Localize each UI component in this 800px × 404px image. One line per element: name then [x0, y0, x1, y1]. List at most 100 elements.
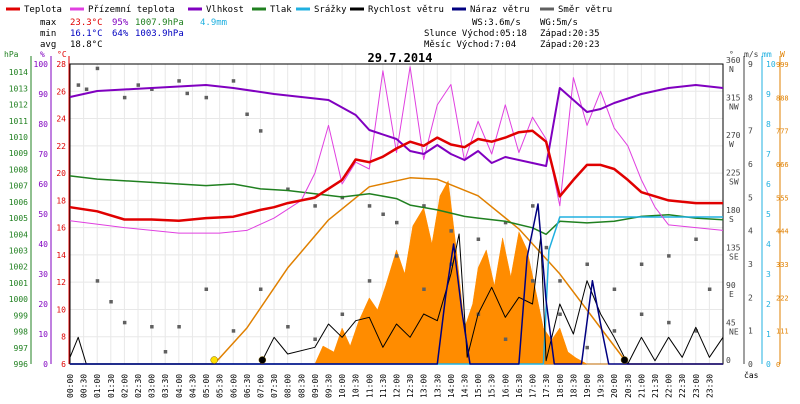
y-tick-mm: 6 — [766, 180, 771, 189]
y-tick-hpa: 1003 — [9, 246, 28, 255]
wind-dir-point — [76, 83, 81, 87]
y-tick-deg: 135 — [726, 244, 741, 253]
series-humidity — [69, 84, 724, 167]
plot-area — [69, 66, 724, 365]
y-tick-mm: 7 — [766, 150, 771, 159]
wind-dir-point — [531, 204, 535, 208]
x-tick-label: 14:00 — [447, 374, 456, 398]
x-tick-label: 07:30 — [270, 374, 279, 398]
y-tick-degc: 28 — [56, 60, 66, 69]
series-gust — [70, 203, 723, 365]
wind-dir-point — [340, 312, 345, 316]
y-tick-hpa: 1009 — [9, 149, 28, 158]
unit-time: čas — [744, 370, 759, 380]
wind-dir-point — [558, 312, 562, 316]
marker-moonrise — [258, 356, 267, 364]
x-tick-label: 19:00 — [583, 374, 592, 398]
x-tick-label: 06:00 — [229, 374, 238, 398]
wind-dir-point — [694, 329, 698, 333]
y-tick-dir: NE — [729, 328, 739, 337]
y-tick-hpa: 1000 — [9, 295, 28, 304]
unit-deg: ° — [729, 50, 734, 59]
wind-dir-point — [503, 220, 508, 225]
wind-dir-point — [245, 112, 249, 116]
y-tick-w: 444 — [776, 228, 789, 236]
stat-min-label: min — [40, 29, 56, 39]
y-tick-mm: 2 — [766, 300, 771, 309]
x-tick-label: 03:00 — [148, 374, 157, 398]
y-tick-w: 666 — [776, 161, 789, 169]
y-tick-dir: W — [729, 140, 734, 149]
stats-panel: max 23.3°C 95% 1007.9hPa 4.9mm min 16.1°… — [40, 18, 600, 50]
wind-dir-point — [476, 237, 481, 241]
x-tick-label: 11:30 — [379, 374, 388, 398]
y-tick-hpa: 999 — [14, 311, 29, 320]
y-tick-mm: 0 — [766, 360, 771, 369]
y-tick-ms: 3 — [748, 260, 753, 269]
wind-dir-point — [177, 79, 181, 83]
y-tick-degc: 26 — [56, 87, 66, 96]
y-tick-pct: 70 — [38, 150, 48, 159]
y-tick-hpa: 1013 — [9, 84, 28, 93]
x-tick-label: 12:30 — [406, 374, 415, 398]
wind-dir-point — [395, 220, 399, 225]
y-tick-pct: 30 — [38, 270, 48, 279]
wind-dir-point — [558, 279, 562, 283]
x-tick-label: 15:00 — [474, 374, 483, 398]
chart-title: 29.7.2014 — [367, 51, 432, 65]
wind-dir-point — [367, 279, 372, 283]
legend-label: Tlak — [270, 5, 292, 15]
y-tick-hpa: 1004 — [9, 230, 28, 239]
y-tick-hpa: 1014 — [9, 68, 28, 77]
wind-dir-point — [422, 287, 426, 291]
y-tick-hpa: 1005 — [9, 214, 28, 223]
legend-label: Náraz větru — [470, 5, 530, 15]
y-tick-deg: 360 — [726, 56, 741, 65]
x-tick-label: 00:00 — [66, 374, 75, 398]
y-tick-deg: 180 — [726, 206, 741, 215]
wind-dir-point — [177, 325, 181, 329]
y-tick-w: 555 — [776, 194, 789, 202]
y-tick-w: 0 — [776, 361, 780, 369]
wind-dir-point — [109, 300, 113, 304]
series-pressure — [69, 175, 724, 236]
x-tick-label: 16:30 — [515, 374, 524, 398]
y-tick-dir: N — [729, 65, 734, 74]
y-tick-mm: 4 — [766, 240, 771, 249]
y-tick-mm: 8 — [766, 120, 771, 129]
series-solar-measured — [70, 179, 723, 365]
wind-dir-point — [84, 87, 89, 91]
stat-sun: Slunce Východ:05:18 — [424, 29, 527, 39]
stat-moon: Měsíc Východ:7:04 — [424, 40, 516, 50]
y-tick-hpa: 1001 — [9, 279, 28, 288]
x-tick-label: 06:30 — [243, 374, 252, 398]
axes: 1014101310121011101010091008100710061005… — [9, 56, 789, 369]
stat-max-hum: 95% — [112, 18, 129, 28]
x-tick-label: 05:00 — [202, 374, 211, 398]
y-tick-hpa: 1010 — [9, 133, 28, 142]
x-tick-label: 09:00 — [311, 374, 320, 398]
y-tick-pct: 50 — [38, 210, 48, 219]
stat-min-temp: 16.1°C — [70, 29, 103, 39]
unit-w: W — [780, 50, 785, 59]
wind-dir-point — [422, 204, 426, 208]
wind-dir-point — [503, 337, 508, 341]
y-tick-degc: 8 — [61, 333, 66, 342]
wind-dir-point — [286, 187, 290, 191]
stat-max-rain: 4.9mm — [200, 18, 227, 28]
wind-dir-point — [544, 245, 549, 250]
y-tick-ms: 8 — [748, 93, 753, 102]
y-tick-ms: 6 — [748, 160, 753, 169]
y-tick-deg: 90 — [726, 281, 736, 290]
wind-dir-point — [313, 337, 317, 341]
y-tick-dir: E — [729, 290, 734, 299]
series-wind — [69, 233, 724, 365]
unit-hpa: hPa — [4, 50, 19, 59]
wind-dir-point — [258, 129, 263, 133]
x-tick-label: 00:30 — [80, 374, 89, 398]
wind-dir-point — [639, 312, 644, 316]
y-tick-dir: SE — [729, 253, 739, 262]
y-tick-degc: 12 — [56, 278, 66, 287]
y-tick-mm: 5 — [766, 210, 771, 219]
y-tick-ms: 0 — [748, 360, 753, 369]
